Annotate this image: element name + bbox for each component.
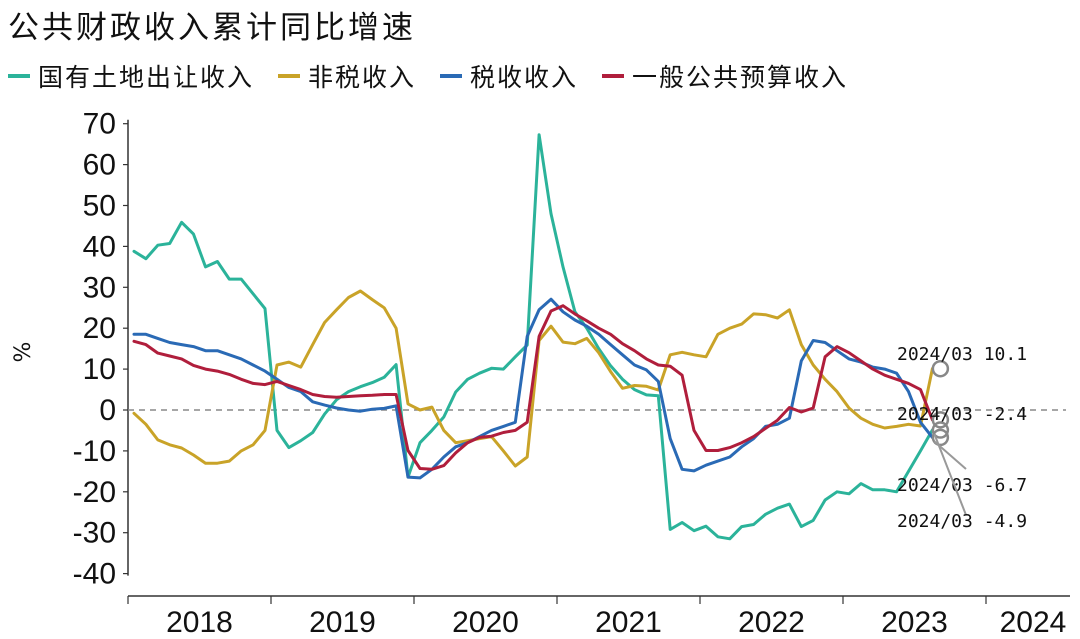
y-tick-label: 10 xyxy=(83,353,116,386)
x-tick-label: 2022 xyxy=(738,606,805,639)
legend-label: 一般公共预算收入 xyxy=(632,63,849,92)
annotation-marker xyxy=(931,359,950,378)
annotation-marker xyxy=(931,411,950,429)
y-tick-label: 40 xyxy=(83,230,116,263)
annotation-leader xyxy=(933,433,967,516)
annotation-label: 2024/03 -6.7 xyxy=(897,475,1027,496)
annotation-marker xyxy=(931,421,950,439)
legend-swatch xyxy=(8,74,30,78)
legend-swatch xyxy=(440,74,463,78)
x-tick-label: 2024 xyxy=(1000,606,1067,639)
legend-label: 税收收入 xyxy=(470,63,579,92)
annotation-marker xyxy=(931,428,950,447)
y-tick-label: 60 xyxy=(83,149,116,182)
chart-title: 公共财政收入累计同比增速 xyxy=(8,10,416,46)
legend-item: 一般公共预算收入 xyxy=(602,58,848,94)
y-tick-label: 20 xyxy=(83,312,116,345)
legend: 国有土地出让收入 非税收入 税收收入 一般公共预算收入 xyxy=(8,56,872,96)
legend-item: 税收收入 xyxy=(440,58,578,94)
series-line xyxy=(132,304,934,471)
annotation-label: 2024/03 -4.9 xyxy=(897,511,1027,532)
series-line xyxy=(132,289,934,468)
y-tick-label: -10 xyxy=(73,435,116,468)
legend-item: 国有土地出让收入 xyxy=(8,58,254,94)
series-line xyxy=(132,133,934,541)
legend-label: 非税收入 xyxy=(308,63,417,92)
y-tick-label: 30 xyxy=(83,271,116,304)
annotation-label: 2024/03 10.1 xyxy=(897,344,1027,365)
x-tick-label: 2018 xyxy=(166,606,233,639)
x-tick-label: 2021 xyxy=(595,606,662,639)
y-tick-label: -40 xyxy=(73,558,116,591)
y-axis-label: % xyxy=(11,342,36,363)
y-tick-label: 0 xyxy=(99,394,116,427)
legend-swatch xyxy=(602,74,625,78)
legend-item: 非税收入 xyxy=(278,58,416,94)
annotation-label: 2024/03 -2.4 xyxy=(897,404,1027,425)
legend-swatch xyxy=(278,74,301,78)
y-tick-label: 70 xyxy=(83,108,116,141)
x-tick-label: 2020 xyxy=(452,606,519,639)
y-tick-label: 50 xyxy=(83,190,116,223)
x-tick-label: 2019 xyxy=(309,606,376,639)
legend-label: 国有土地出让收入 xyxy=(38,63,255,92)
x-tick-label: 2023 xyxy=(881,606,948,639)
series-line xyxy=(132,297,934,480)
y-tick-label: -30 xyxy=(73,517,116,550)
y-tick-label: -20 xyxy=(73,476,116,509)
